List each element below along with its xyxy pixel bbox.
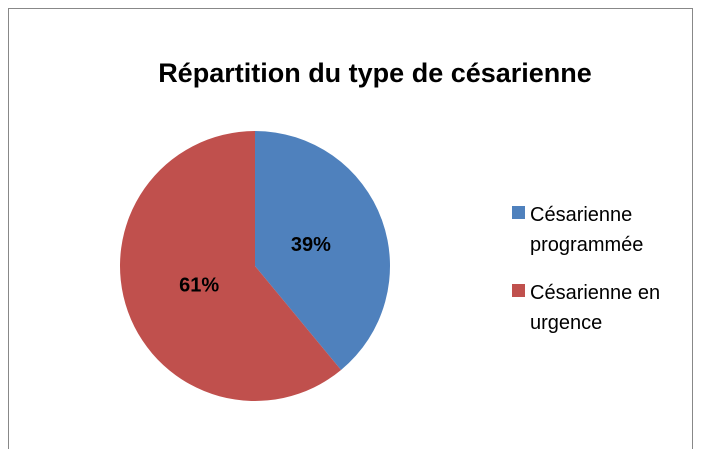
data-label: 39% (291, 234, 331, 256)
legend-label: Césarienne programmée (530, 204, 644, 256)
legend-swatch (512, 206, 525, 219)
legend-swatch (512, 284, 525, 297)
chart-title: Répartition du type de césarienne (158, 58, 592, 88)
legend-label: Césarienne en urgence (530, 282, 661, 334)
pie-slice (255, 131, 390, 371)
data-label: 61% (179, 274, 219, 296)
pie-slice (119, 131, 342, 401)
